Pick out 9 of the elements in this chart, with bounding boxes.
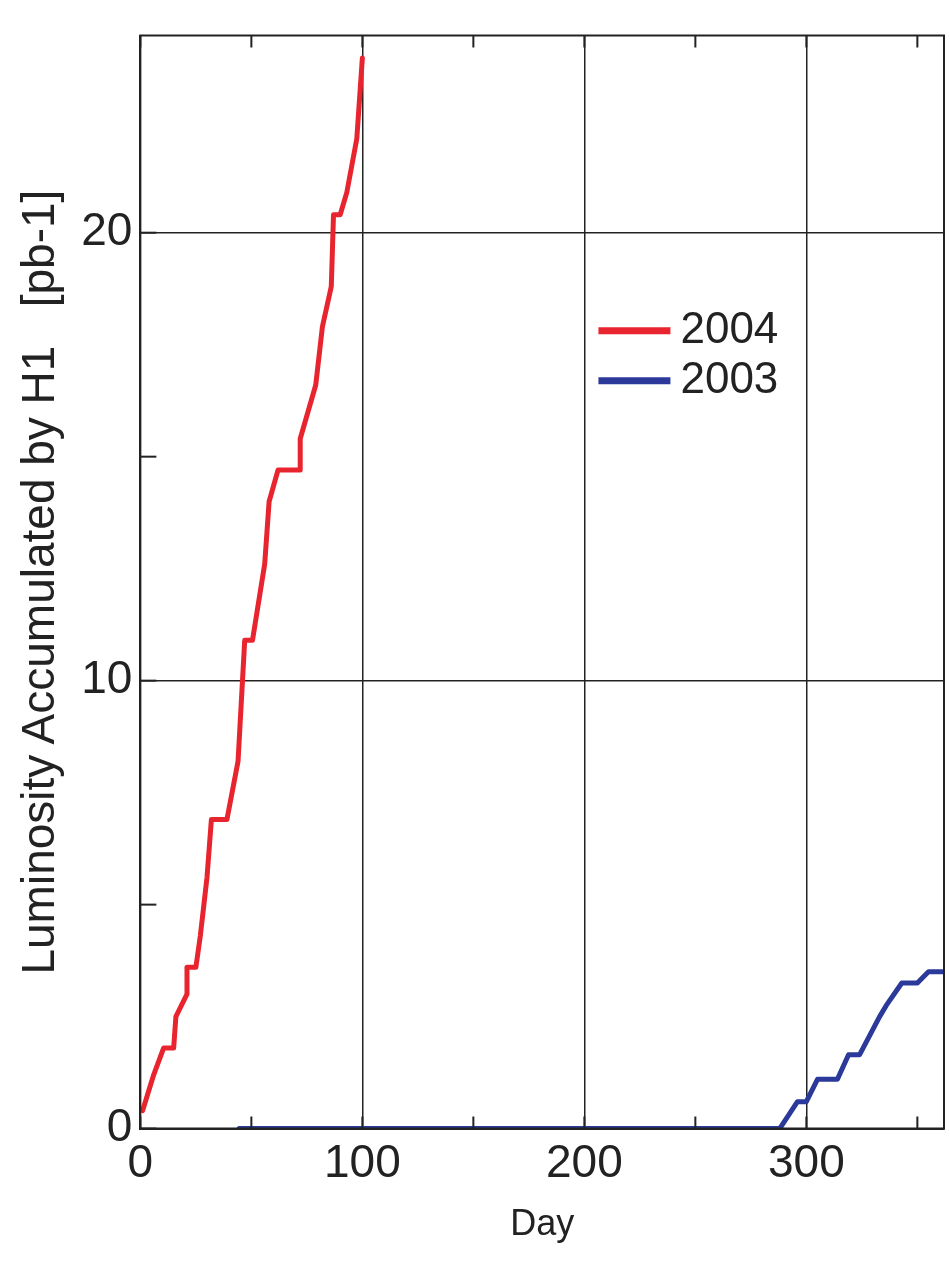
- legend-label: 2003: [680, 352, 779, 402]
- legend-label: 2004: [680, 302, 779, 352]
- y-axis-title: Luminosity Accumulated by H1 [pb-1]: [12, 189, 65, 975]
- x-tick-label: 300: [767, 1134, 845, 1187]
- x-axis-title: Day: [510, 1202, 575, 1244]
- y-tick-label: 20: [81, 203, 133, 256]
- x-tick-label: 200: [545, 1134, 623, 1187]
- y-tick-label: 10: [81, 651, 133, 704]
- x-tick-label: 100: [323, 1134, 401, 1187]
